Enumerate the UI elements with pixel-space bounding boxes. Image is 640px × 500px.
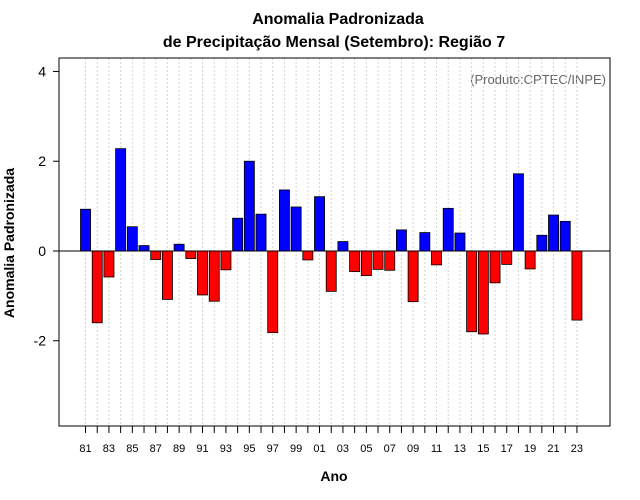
bar-85	[126, 226, 138, 252]
bar-07	[384, 250, 396, 271]
x-tick-label-85: 85	[126, 443, 138, 455]
x-tick-label-11: 11	[431, 443, 442, 455]
x-axis: 81 83 85 87 89 91 93 95 97 99 01 03 05 07 09 11 13 15 17 19…	[79, 426, 583, 455]
bar-17	[501, 250, 513, 265]
plot-frame	[58, 57, 611, 427]
x-tick-label-01: 01	[313, 443, 325, 455]
bar-04	[349, 250, 361, 273]
bar-09	[407, 250, 419, 303]
grid-lines	[85, 58, 578, 426]
y-tick-label: 0	[38, 243, 46, 259]
bar-96	[255, 213, 267, 252]
bar-15	[477, 250, 489, 335]
x-tick-label-99: 99	[290, 443, 302, 455]
x-tick-label-03: 03	[337, 443, 349, 455]
x-tick-label-19: 19	[524, 443, 536, 455]
bar-97	[267, 250, 279, 334]
bar-10	[419, 232, 431, 252]
bar-93	[220, 250, 232, 271]
x-tick-label-13: 13	[454, 443, 466, 455]
x-tick-label-93: 93	[220, 443, 232, 455]
x-tick-label-23: 23	[571, 443, 583, 455]
bar-95	[243, 160, 255, 252]
y-tick-label: 2	[38, 153, 46, 169]
x-tick-label-95: 95	[243, 443, 255, 455]
x-tick-label-97: 97	[267, 443, 279, 455]
bar-19	[524, 250, 536, 270]
x-tick-label-91: 91	[196, 443, 208, 455]
bar-92	[208, 250, 220, 302]
x-tick-label-83: 83	[103, 443, 115, 455]
x-tick-label-15: 15	[477, 443, 489, 455]
x-tick-label-05: 05	[360, 443, 372, 455]
bar-12	[442, 207, 454, 252]
bar-18	[513, 173, 524, 252]
x-tick-label-09: 09	[407, 443, 419, 455]
y-axis-label: Anomalia Padronizada	[1, 168, 17, 318]
bar-11	[431, 250, 442, 266]
x-tick-label-17: 17	[501, 443, 513, 455]
bar-06	[372, 250, 384, 270]
bar-82	[91, 250, 103, 324]
bar-81	[80, 208, 91, 252]
bar-83	[103, 250, 115, 278]
x-tick-label-81: 81	[79, 443, 91, 455]
bar-22	[559, 220, 571, 252]
credit-text: (Produto:CPTEC/INPE)	[470, 72, 606, 87]
bar-87	[150, 250, 162, 260]
bar-89	[173, 243, 185, 252]
bar-84	[115, 148, 127, 252]
bars-group	[80, 148, 583, 335]
bar-91	[197, 250, 208, 296]
y-tick-label: -2	[34, 333, 47, 349]
x-tick-label-21: 21	[547, 443, 559, 455]
bar-21	[548, 214, 559, 252]
bar-16	[489, 250, 501, 284]
bar-03	[337, 241, 349, 252]
x-tick-label-89: 89	[173, 443, 185, 455]
bar-14	[466, 250, 478, 333]
chart-subtitle: de Precipitação Mensal (Setembro): Regiã…	[163, 34, 505, 51]
bar-08	[395, 229, 407, 252]
y-axis: 4 2 0 -2	[34, 63, 59, 349]
bar-86	[138, 245, 150, 252]
bar-01	[314, 196, 325, 252]
bar-94	[232, 217, 244, 252]
bar-98	[278, 189, 290, 252]
bar-88	[161, 250, 173, 300]
x-axis-label: Ano	[320, 468, 347, 484]
y-tick-label: 4	[38, 63, 46, 79]
bar-05	[360, 250, 372, 277]
bar-23	[571, 250, 583, 321]
chart-title: Anomalia Padronizada	[252, 11, 424, 28]
bar-13	[454, 232, 466, 252]
x-tick-label-87: 87	[150, 443, 162, 455]
bar-00	[302, 250, 314, 261]
bar-99	[290, 206, 302, 252]
bar-90	[185, 250, 197, 260]
x-tick-label-07: 07	[384, 443, 396, 455]
bar-20	[536, 234, 548, 252]
bar-02	[325, 250, 337, 292]
